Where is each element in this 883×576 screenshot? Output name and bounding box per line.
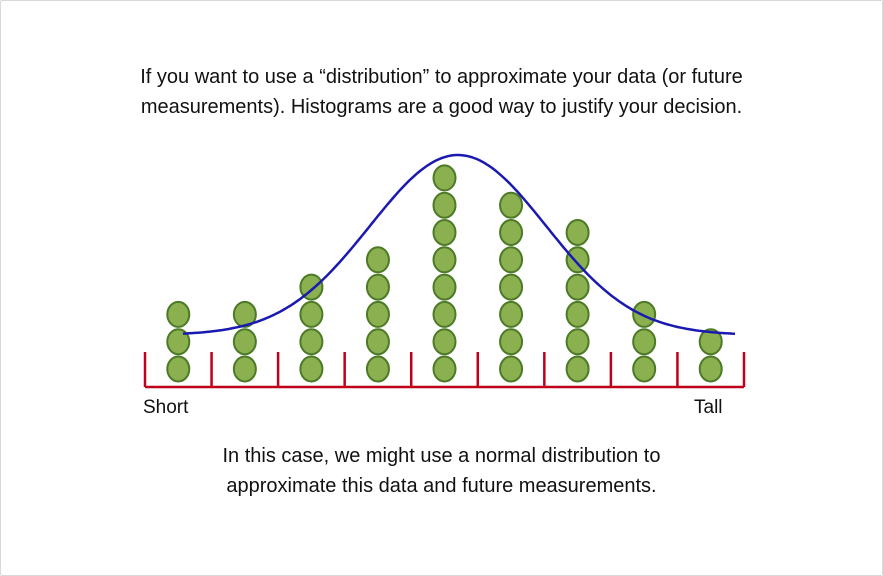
histogram-dot: [432, 300, 457, 328]
histogram-dot: [499, 300, 524, 328]
top-caption-line-2: measurements). Histograms are a good way…: [140, 96, 743, 118]
histogram-bin: [698, 328, 723, 383]
normal-distribution-curve: [182, 153, 736, 335]
histogram-dot: [432, 246, 457, 274]
histogram-bin: [232, 300, 257, 383]
histogram-dot: [565, 328, 590, 356]
histogram-dot: [166, 328, 191, 356]
histogram-dot: [499, 328, 524, 356]
histogram-dot: [632, 328, 657, 356]
histogram-dot: [565, 300, 590, 328]
histogram-bin: [499, 191, 524, 383]
histogram-dot: [365, 328, 390, 356]
histogram-dot: [365, 246, 390, 274]
axis-label-short: Short: [143, 397, 189, 418]
histogram-dot: [299, 300, 324, 328]
histogram-bin: [365, 246, 390, 383]
histogram-dot: [698, 355, 723, 383]
histogram-dot: [632, 355, 657, 383]
histogram-dot: [365, 355, 390, 383]
histogram-dot: [499, 219, 524, 246]
histogram-dot: [166, 355, 191, 383]
histogram-axis: [143, 352, 746, 389]
histogram-bin: [632, 300, 657, 383]
histogram-dot: [232, 355, 257, 383]
histogram-dot: [365, 273, 390, 301]
histogram-dot: [432, 191, 457, 219]
histogram-dot: [365, 300, 390, 328]
histogram-bin: [166, 300, 191, 383]
histogram-dot: [232, 300, 257, 328]
histogram-dot: [432, 273, 457, 301]
histogram-dot: [432, 219, 457, 246]
histogram-dot: [499, 355, 524, 383]
top-caption: If you want to use a “distribution” to a…: [0, 62, 883, 122]
histogram-dot: [499, 246, 524, 274]
histogram-dot: [432, 355, 457, 383]
histogram-dot: [499, 273, 524, 301]
histogram-dot: [565, 355, 590, 383]
bottom-caption-line-1: In this case, we might use a normal dist…: [222, 445, 661, 467]
histogram-dot: [299, 355, 324, 383]
histogram-dot: [565, 273, 590, 301]
bottom-caption: In this case, we might use a normal dist…: [0, 441, 883, 501]
histogram-dot: [299, 328, 324, 356]
histogram-dot: [432, 164, 457, 192]
histogram-bin: [299, 273, 324, 383]
histogram-dot: [432, 328, 457, 356]
histogram-dot: [632, 300, 657, 328]
histogram-bin: [432, 164, 457, 383]
bottom-caption-line-2: approximate this data and future measure…: [226, 475, 657, 497]
histogram-dot: [166, 300, 191, 328]
histogram-dots: [166, 164, 723, 383]
histogram-dot: [499, 191, 524, 219]
histogram-dot: [232, 328, 257, 356]
histogram-dot: [565, 246, 590, 274]
axis-label-tall: Tall: [694, 397, 723, 418]
top-caption-line-1: If you want to use a “distribution” to a…: [140, 66, 743, 88]
histogram-bin: [565, 219, 590, 383]
histogram-dot: [565, 219, 590, 246]
histogram-dot: [698, 328, 723, 356]
